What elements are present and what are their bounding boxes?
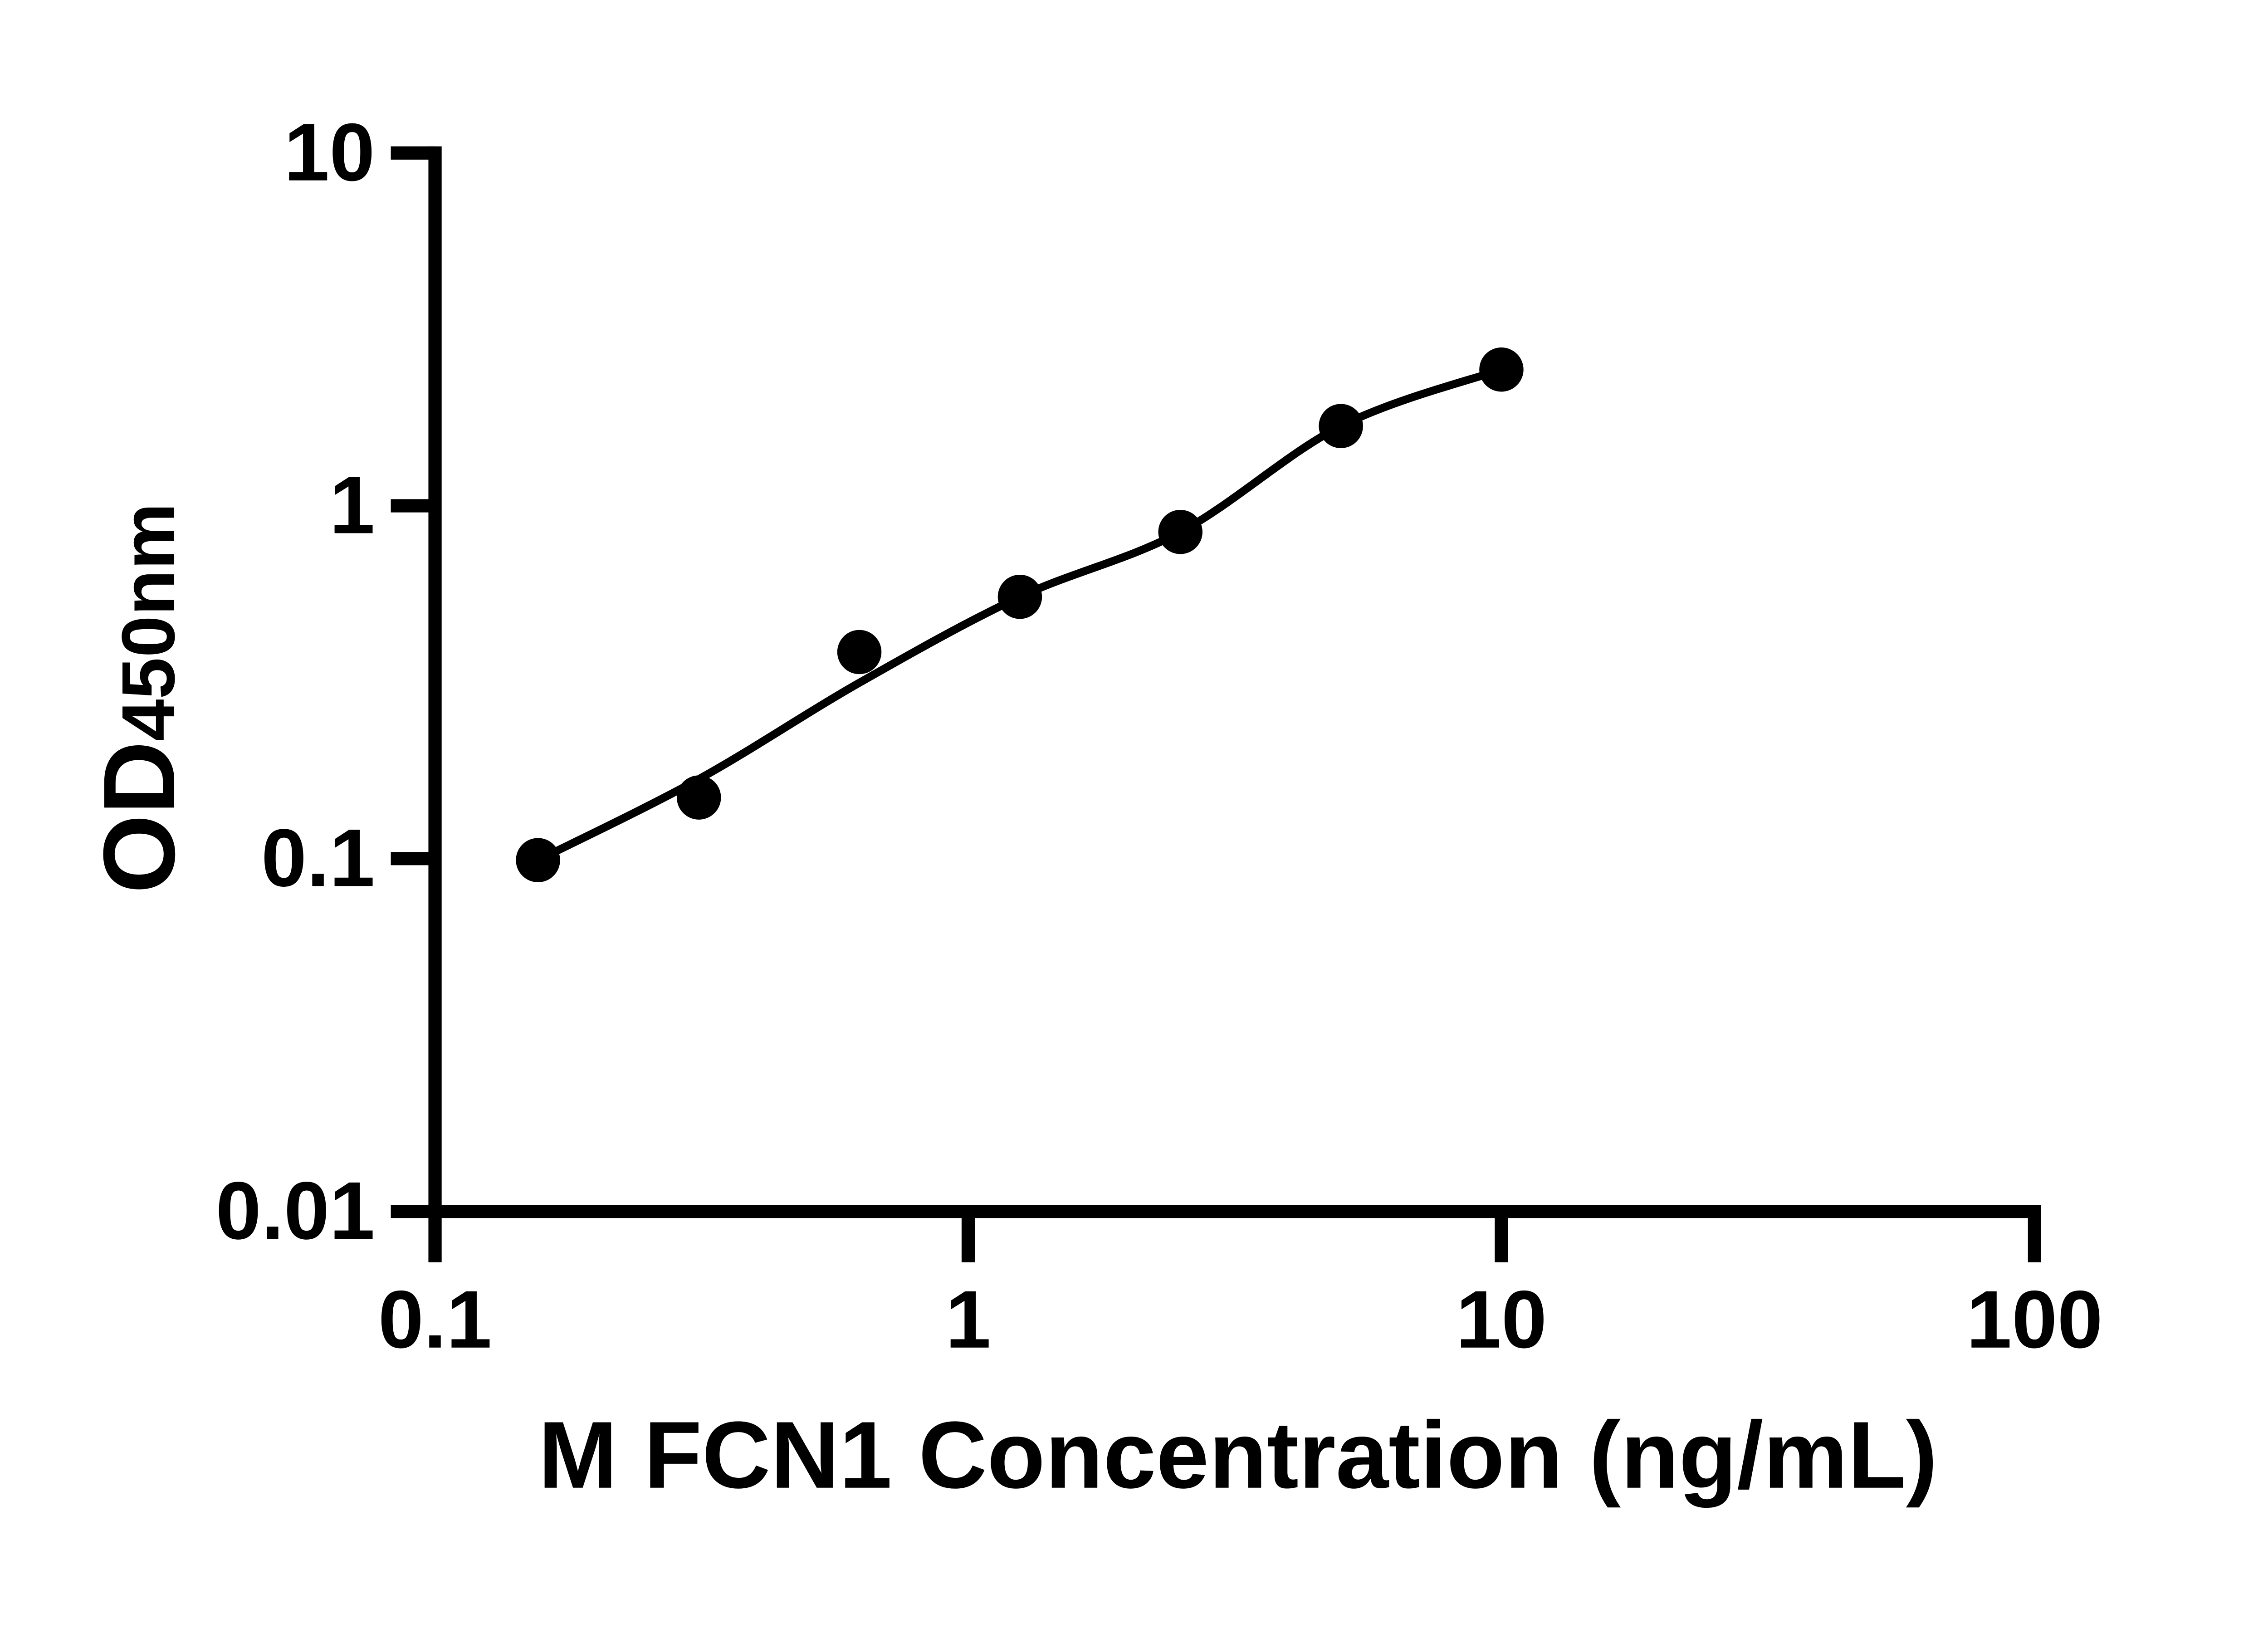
x-tick-label: 10 xyxy=(1456,1274,1547,1365)
y-tick-label: 0.01 xyxy=(216,1165,375,1257)
x-axis-title: M FCN1 Concentration (ng/mL) xyxy=(538,1402,1938,1508)
data-points xyxy=(516,347,1524,882)
x-axis-ticks xyxy=(428,1211,2041,1262)
data-point-marker xyxy=(1319,404,1363,448)
y-axis-tick-labels: 10 1 0.1 0.01 xyxy=(216,107,375,1257)
elisa-standard-curve-figure: 10 1 0.1 0.01 OD450nm 0.1 1 10 100 M FCN1 Conc… xyxy=(0,0,2268,1592)
data-point-marker xyxy=(1479,347,1524,392)
data-point-marker xyxy=(516,838,560,882)
data-point-marker xyxy=(837,630,882,675)
x-axis-tick-labels: 0.1 1 10 100 xyxy=(378,1274,2103,1365)
data-point-marker xyxy=(677,775,721,820)
y-axis-title: OD450nm xyxy=(82,503,196,894)
y-axis-title-main: OD xyxy=(82,741,196,894)
y-tick-label: 1 xyxy=(329,460,375,551)
x-axis: 0.1 1 10 100 M FCN1 Concentration (ng/mL) xyxy=(378,1204,2103,1508)
y-axis-ticks xyxy=(391,146,435,1218)
chart-background xyxy=(0,0,2268,1592)
x-tick-label: 100 xyxy=(1966,1274,2103,1365)
data-point-marker xyxy=(1158,509,1202,554)
y-axis: 10 1 0.1 0.01 OD450nm xyxy=(82,107,442,1257)
x-tick-label: 1 xyxy=(945,1274,991,1365)
x-tick-label: 0.1 xyxy=(378,1274,492,1365)
data-point-marker xyxy=(997,574,1042,619)
y-tick-label: 10 xyxy=(284,107,375,198)
y-axis-title-subscript: 450nm xyxy=(107,503,191,741)
y-tick-label: 0.1 xyxy=(261,812,375,904)
